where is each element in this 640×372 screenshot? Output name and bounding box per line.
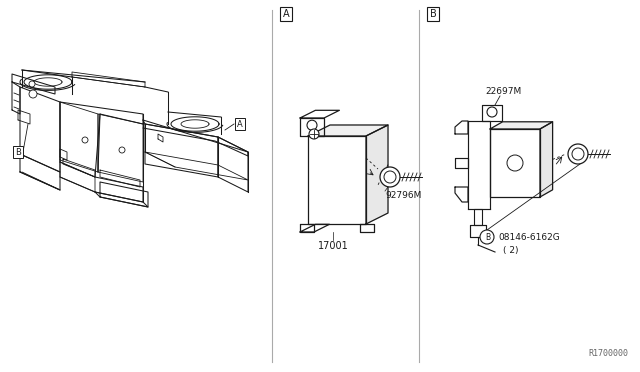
Circle shape bbox=[29, 81, 35, 87]
Bar bbox=[308, 136, 366, 224]
Text: B: B bbox=[15, 148, 21, 157]
Circle shape bbox=[309, 129, 319, 139]
Text: 22697M: 22697M bbox=[485, 87, 521, 96]
Circle shape bbox=[119, 147, 125, 153]
Text: A: A bbox=[283, 9, 289, 19]
Circle shape bbox=[480, 230, 494, 244]
Polygon shape bbox=[540, 122, 552, 197]
Circle shape bbox=[307, 120, 317, 130]
Text: 08146-6162G: 08146-6162G bbox=[498, 232, 560, 241]
Text: 17001: 17001 bbox=[317, 241, 348, 251]
Circle shape bbox=[572, 148, 584, 160]
Text: R1700000: R1700000 bbox=[588, 350, 628, 359]
Circle shape bbox=[487, 107, 497, 117]
Text: 92796M: 92796M bbox=[385, 190, 421, 199]
Circle shape bbox=[568, 144, 588, 164]
Polygon shape bbox=[490, 122, 552, 129]
Text: A: A bbox=[237, 119, 243, 128]
Circle shape bbox=[507, 155, 523, 171]
Polygon shape bbox=[366, 125, 388, 224]
Circle shape bbox=[82, 137, 88, 143]
Bar bbox=[490, 129, 540, 197]
Polygon shape bbox=[308, 125, 388, 136]
Text: B: B bbox=[485, 232, 491, 241]
Circle shape bbox=[380, 167, 400, 187]
Text: ( 2): ( 2) bbox=[503, 246, 518, 254]
Text: B: B bbox=[430, 9, 436, 19]
Circle shape bbox=[29, 90, 37, 98]
Circle shape bbox=[384, 171, 396, 183]
